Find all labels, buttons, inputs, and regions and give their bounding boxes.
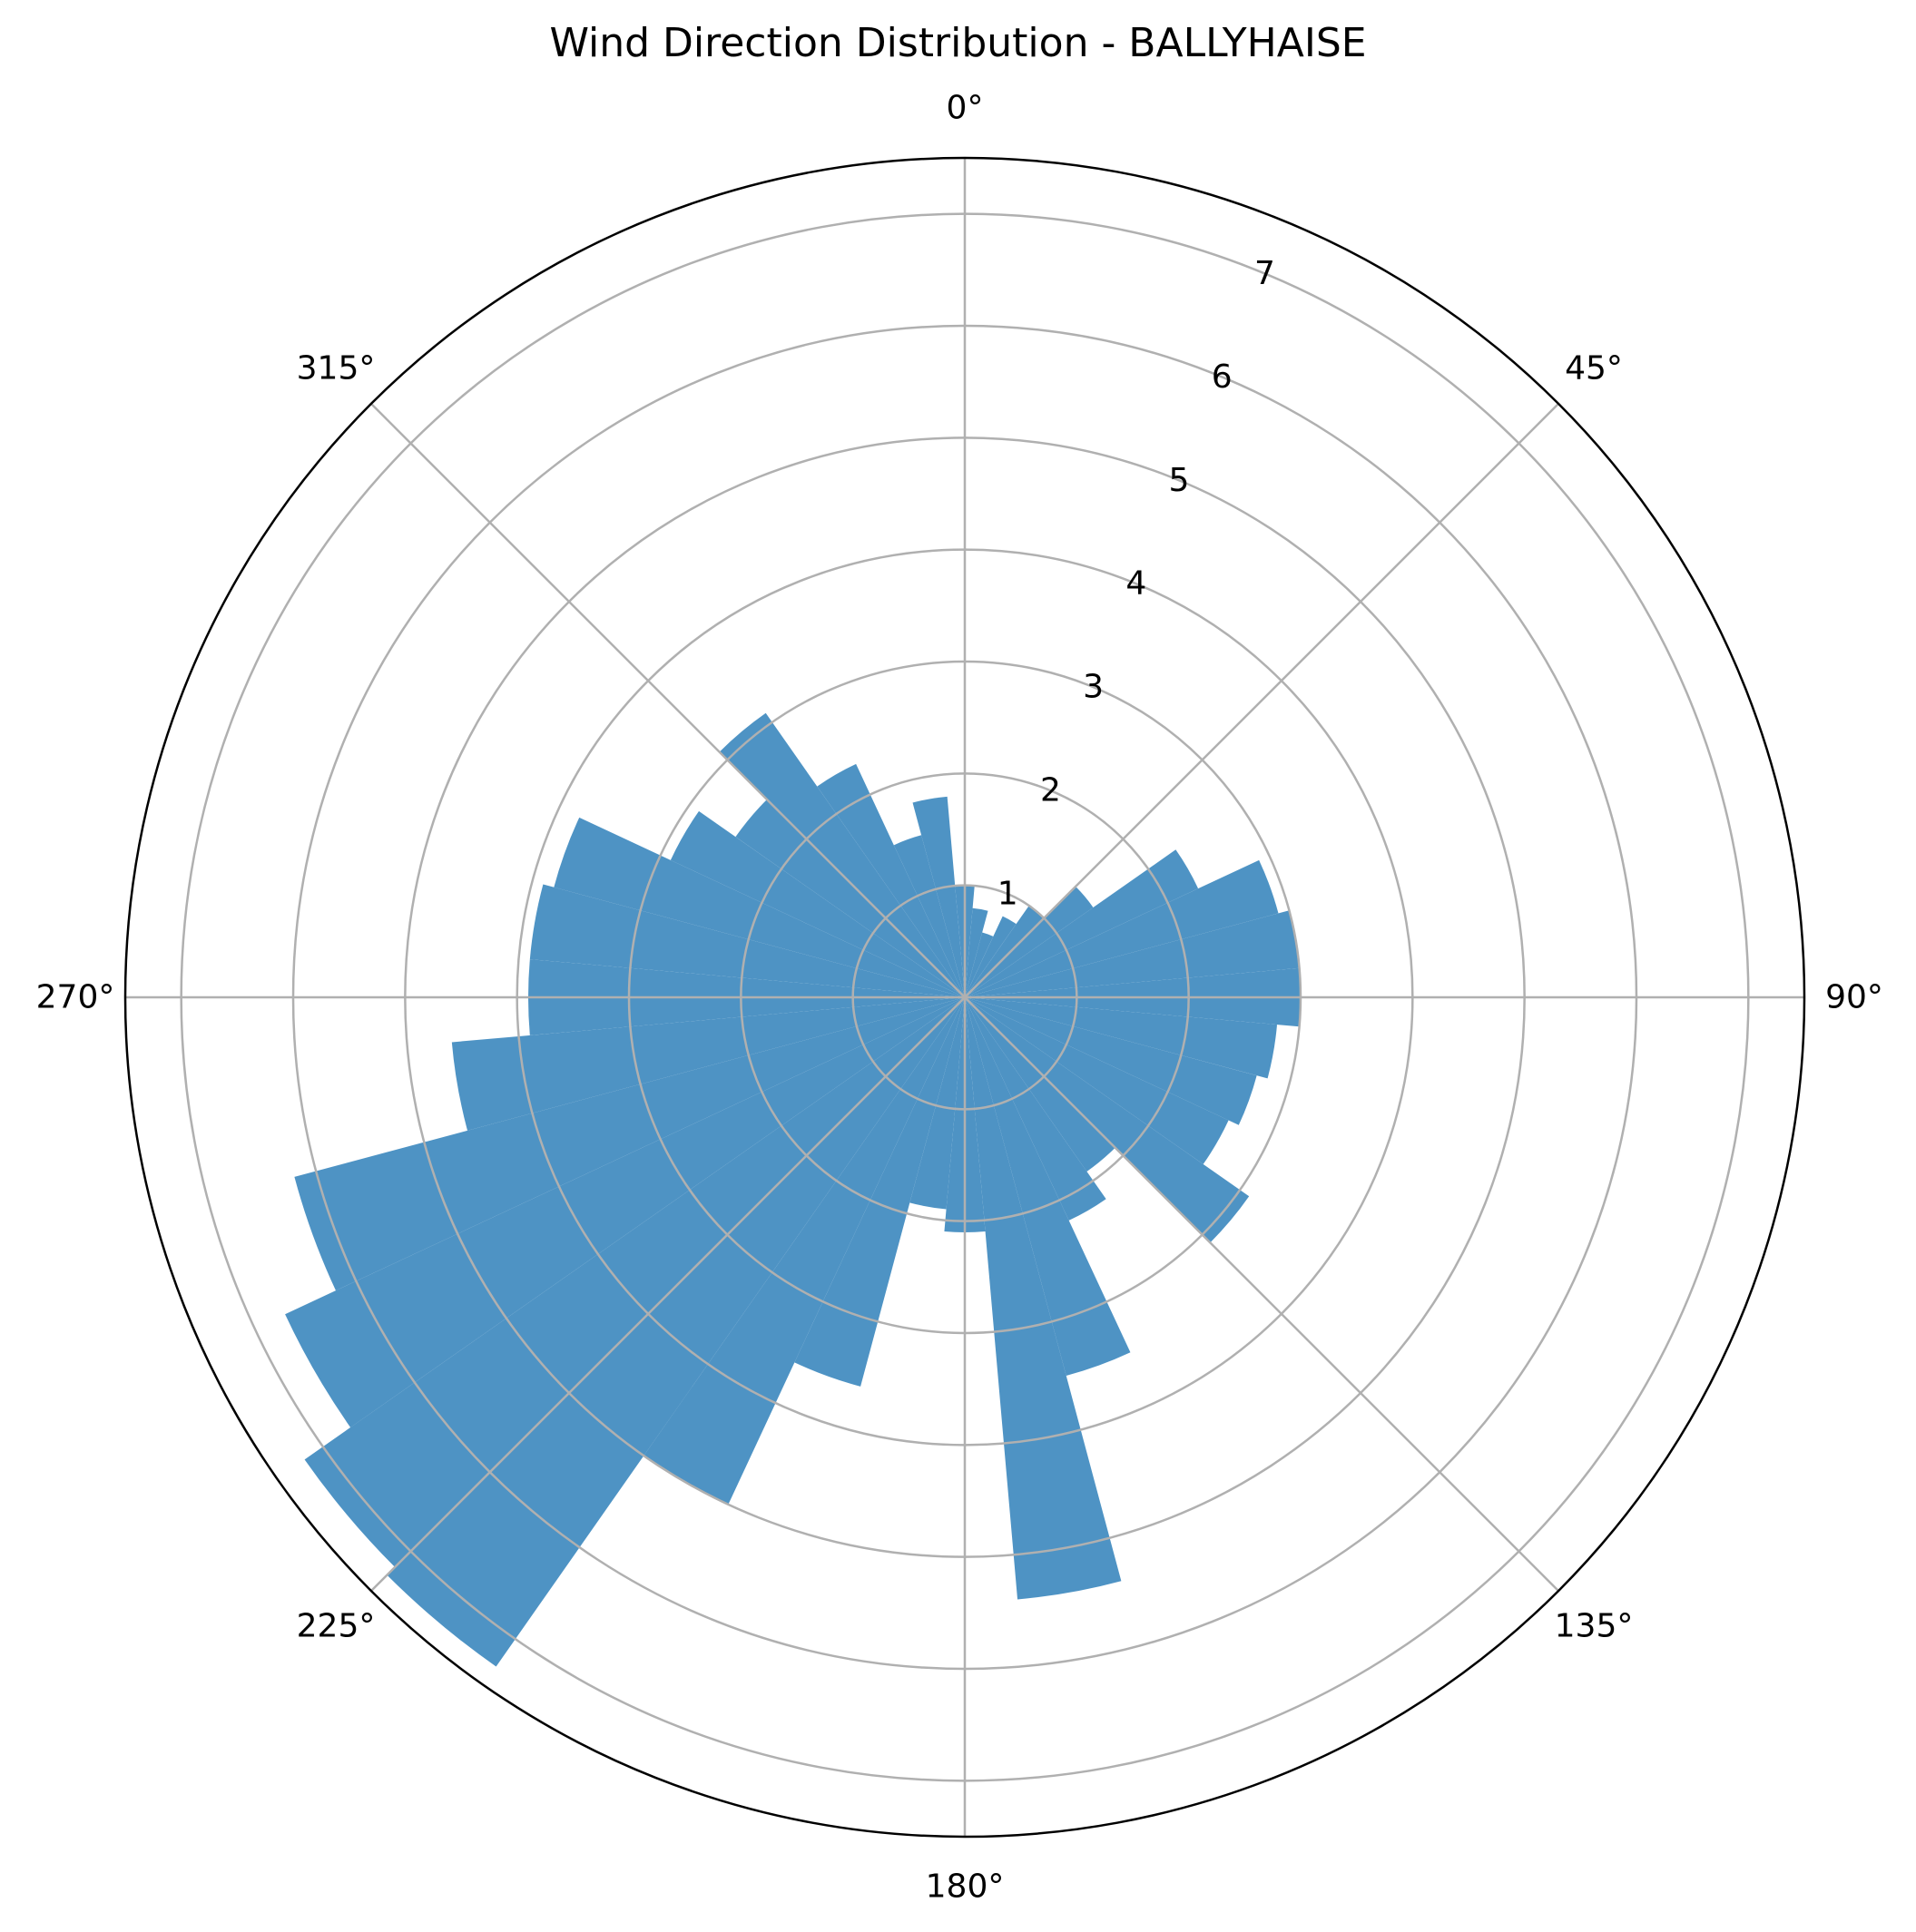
bars-layer [285,712,1301,1667]
bar-210deg [644,997,965,1505]
bar-170deg [965,997,1122,1600]
bar-340deg [893,835,965,997]
angle-tick-label-180: 180° [926,1868,1005,1906]
bar-250deg [294,997,965,1291]
angle-tick-label-45: 45° [1565,350,1623,387]
angle-tick-label-0: 0° [947,90,984,127]
outer-spine [123,156,1806,1839]
bar-330deg [817,763,965,997]
bar-110deg [965,997,1257,1125]
radial-tick-label-4: 4 [1125,565,1146,603]
radial-tick-label-7: 7 [1254,255,1275,292]
bar-30deg [965,916,1017,997]
bar-160deg [965,997,1131,1376]
angle-gridline-135 [964,996,1559,1592]
radial-tick-label-6: 6 [1212,358,1233,396]
labels-layer: 0° 45° 90° 135° 180° 225° 270° 315° 1 2 3 4 5 6 7 [36,90,1883,1906]
bar-70deg [965,859,1279,997]
radial-tick-label-2: 2 [1040,772,1061,809]
bar-120deg [965,997,1229,1164]
bar-240deg [285,997,966,1427]
bar-190deg [909,997,965,1210]
angle-tick-label-90: 90° [1825,979,1883,1016]
chart-title: Wind Direction Distribution - BALLYHAISE [549,20,1367,66]
bar-230deg [304,997,966,1567]
bar-10deg [965,907,988,997]
bar-350deg [912,796,965,997]
bar-50deg [965,886,1094,997]
radial-tick-label-1: 1 [997,876,1018,913]
angle-tick-label-135: 135° [1555,1608,1634,1645]
bar-80deg [965,910,1300,997]
radial-tick-label-5: 5 [1169,462,1190,499]
bar-60deg [965,849,1199,997]
bar-300deg [670,810,965,997]
bar-20deg [965,932,994,997]
radial-tick-label-3: 3 [1083,669,1104,706]
angle-gridline-315 [370,403,966,998]
bar-100deg [965,997,1278,1079]
bar-220deg [387,997,965,1667]
bar-40deg [965,905,1045,997]
angle-tick-label-315: 315° [297,350,376,387]
angle-gridline-225 [370,996,966,1592]
bar-130deg [965,997,1250,1243]
bar-260deg [451,997,966,1131]
bar-140deg [965,997,1115,1172]
angle-gridline-45 [964,403,1559,998]
bar-200deg [794,997,965,1387]
grid-layer [125,158,1804,1837]
angle-tick-label-270: 270° [36,979,115,1016]
bar-320deg [719,712,965,997]
angle-tick-label-225: 225° [297,1608,376,1645]
bar-310deg [735,799,965,997]
bar-150deg [965,997,1106,1221]
